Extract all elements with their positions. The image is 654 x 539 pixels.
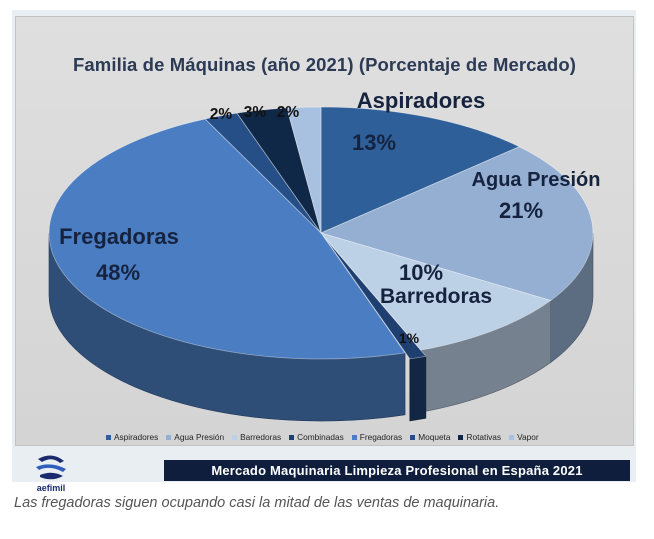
pie-slice-rotativas	[236, 107, 322, 234]
aefimil-logo: aefimil	[30, 453, 72, 493]
logo-emblem-icon	[36, 455, 66, 480]
pie-slice-side-combinadas	[409, 355, 427, 422]
slice-label-agua-presión: Agua Presión	[472, 169, 601, 191]
legend-swatch	[232, 434, 238, 440]
legend-item-vapor: Vapor	[509, 432, 539, 442]
legend-item-barredoras: Barredoras	[232, 432, 281, 442]
chart-legend: Aspiradores Agua Presión Barredoras Combina…	[106, 431, 539, 443]
slice-value-agua-presión: 21%	[499, 198, 543, 223]
slice-value-aspiradores: 13%	[352, 130, 396, 155]
pie-slice-fregadoras	[48, 118, 406, 360]
legend-swatch	[410, 434, 416, 440]
slice-label-fregadoras: Fregadoras	[59, 224, 179, 249]
slice-value-rotativas: 3%	[244, 104, 267, 121]
logo-text: aefimil	[36, 483, 66, 493]
pie-slice-moqueta	[204, 112, 322, 234]
slice-value-fregadoras: 48%	[96, 260, 140, 285]
pie-slice-vapor	[286, 106, 322, 234]
legend-swatch	[166, 434, 172, 440]
slice-label-barredoras: Barredoras	[380, 285, 492, 308]
figure-frame: Aspiradores 13% Agua Presión 21% Barredoras 1…	[12, 10, 636, 493]
legend-label: Vapor	[517, 432, 539, 442]
legend-swatch	[458, 434, 464, 440]
pie-slice-combinadas	[325, 238, 427, 360]
legend-label: Fregadoras	[359, 432, 403, 442]
legend-item-combinadas: Combinadas	[289, 432, 344, 442]
legend-item-aspiradores: Aspiradores	[106, 432, 158, 442]
banner: Mercado Maquinaria Limpieza Profesional …	[164, 460, 630, 481]
legend-label: Combinadas	[297, 432, 344, 442]
legend-label: Agua Presión	[174, 432, 225, 442]
chart-area: Aspiradores 13% Agua Presión 21% Barredoras 1…	[15, 16, 634, 446]
legend-label: Moqueta	[418, 432, 451, 442]
pie-slice-agua-presión	[319, 146, 594, 301]
slice-value-barredoras: 10%	[399, 260, 443, 285]
legend-item-rotativas: Rotativas	[458, 432, 501, 442]
legend-label: Aspiradores	[114, 432, 159, 442]
caption: Las fregadoras siguen ocupando casi la m…	[14, 495, 500, 511]
legend-label: Barredoras	[240, 432, 282, 442]
pie-slice-barredoras	[319, 232, 552, 351]
slice-value-combinadas: 1%	[399, 330, 420, 346]
pie-slice-aspiradores	[320, 106, 521, 234]
legend-label: Rotativas	[466, 432, 502, 442]
slice-value-vapor: 2%	[277, 104, 300, 121]
legend-swatch	[289, 434, 295, 440]
legend-swatch	[509, 434, 515, 440]
legend-swatch	[351, 434, 357, 440]
legend-item-moqueta: Moqueta	[410, 432, 450, 442]
legend-item-agua-presión: Agua Presión	[166, 432, 224, 442]
legend-item-fregadoras: Fregadoras	[351, 432, 403, 442]
chart-title: Familia de Máquinas (año 2021) (Porcenta…	[73, 54, 576, 75]
slice-label-aspiradores: Aspiradores	[357, 88, 485, 113]
slice-value-moqueta: 2%	[210, 106, 233, 123]
legend-swatch	[106, 434, 111, 440]
